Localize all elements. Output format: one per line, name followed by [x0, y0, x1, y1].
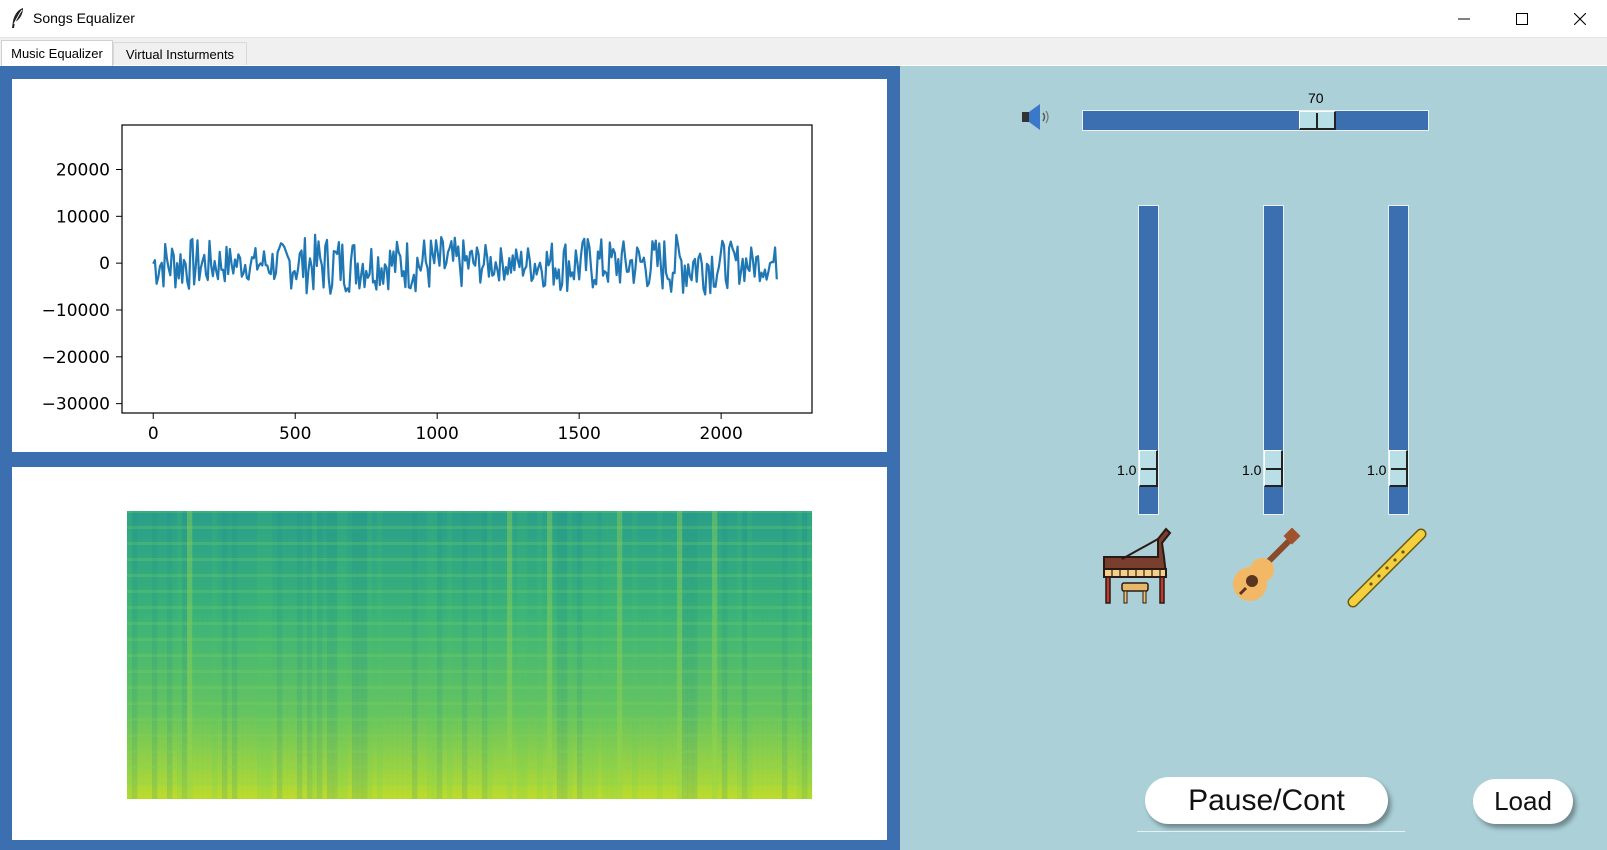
minimize-button[interactable]: [1435, 0, 1493, 37]
x-tick-label: 500: [279, 424, 311, 444]
volume-slider[interactable]: [1082, 110, 1429, 131]
load-button[interactable]: Load: [1473, 779, 1573, 824]
x-axis: 0 500 1000 1500 2000: [148, 413, 743, 444]
tab-virtual-instruments[interactable]: Virtual Insturments: [113, 42, 247, 65]
y-tick-label: −30000: [42, 395, 110, 415]
y-tick-label: 0: [99, 254, 110, 274]
maximize-button[interactable]: [1493, 0, 1551, 37]
flute-slider-value: 1.0: [1367, 462, 1387, 478]
guitar-slider[interactable]: [1263, 205, 1284, 515]
volume-value: 70: [1308, 90, 1324, 106]
y-tick-label: 10000: [56, 207, 110, 227]
tab-bar: Music Equalizer Virtual Insturments: [0, 38, 1607, 66]
guitar-slider-thumb[interactable]: [1264, 450, 1283, 487]
speaker-icon: [1022, 104, 1049, 130]
x-tick-label: 2000: [700, 424, 743, 444]
feather-icon: [12, 8, 23, 28]
window-title: Songs Equalizer: [33, 10, 135, 26]
piano-slider-thumb[interactable]: [1139, 450, 1158, 487]
close-icon: [1574, 12, 1586, 25]
y-axis: 20000 10000 0 −10000 −20000 −30000: [42, 160, 122, 415]
y-tick-label: −20000: [42, 348, 110, 368]
piano-slider[interactable]: [1138, 205, 1159, 515]
controls-panel: [900, 66, 1607, 850]
y-tick-label: −10000: [42, 301, 110, 321]
minimize-icon: [1458, 18, 1470, 19]
x-tick-label: 1500: [558, 424, 601, 444]
close-button[interactable]: [1551, 0, 1607, 37]
flute-slider-thumb[interactable]: [1389, 450, 1408, 487]
button-underline: [1137, 831, 1405, 832]
flute-slider[interactable]: [1388, 205, 1409, 515]
flute-icon[interactable]: [1347, 528, 1427, 608]
pause-continue-button[interactable]: Pause/Cont: [1145, 777, 1388, 824]
tab-music-equalizer[interactable]: Music Equalizer: [1, 40, 113, 66]
title-bar: Songs Equalizer: [0, 0, 1607, 38]
maximize-icon: [1516, 12, 1528, 25]
guitar-icon[interactable]: [1222, 528, 1302, 608]
piano-slider-value: 1.0: [1117, 462, 1137, 478]
piano-icon[interactable]: [1100, 527, 1172, 607]
y-tick-label: 20000: [56, 160, 110, 180]
guitar-slider-value: 1.0: [1242, 462, 1262, 478]
waveform-chart: 20000 10000 0 −10000 −20000 −30000 0 500 1000 15…: [42, 124, 813, 444]
waveform-line: [152, 233, 778, 296]
waveform-panel: 20000 10000 0 −10000 −20000 −30000 0 500 1000 15…: [12, 79, 887, 452]
x-tick-label: 0: [148, 424, 159, 444]
x-tick-label: 1000: [416, 424, 459, 444]
spectrogram-panel: [12, 467, 887, 840]
volume-slider-thumb[interactable]: [1299, 111, 1336, 130]
spectrogram-chart: [127, 511, 813, 799]
